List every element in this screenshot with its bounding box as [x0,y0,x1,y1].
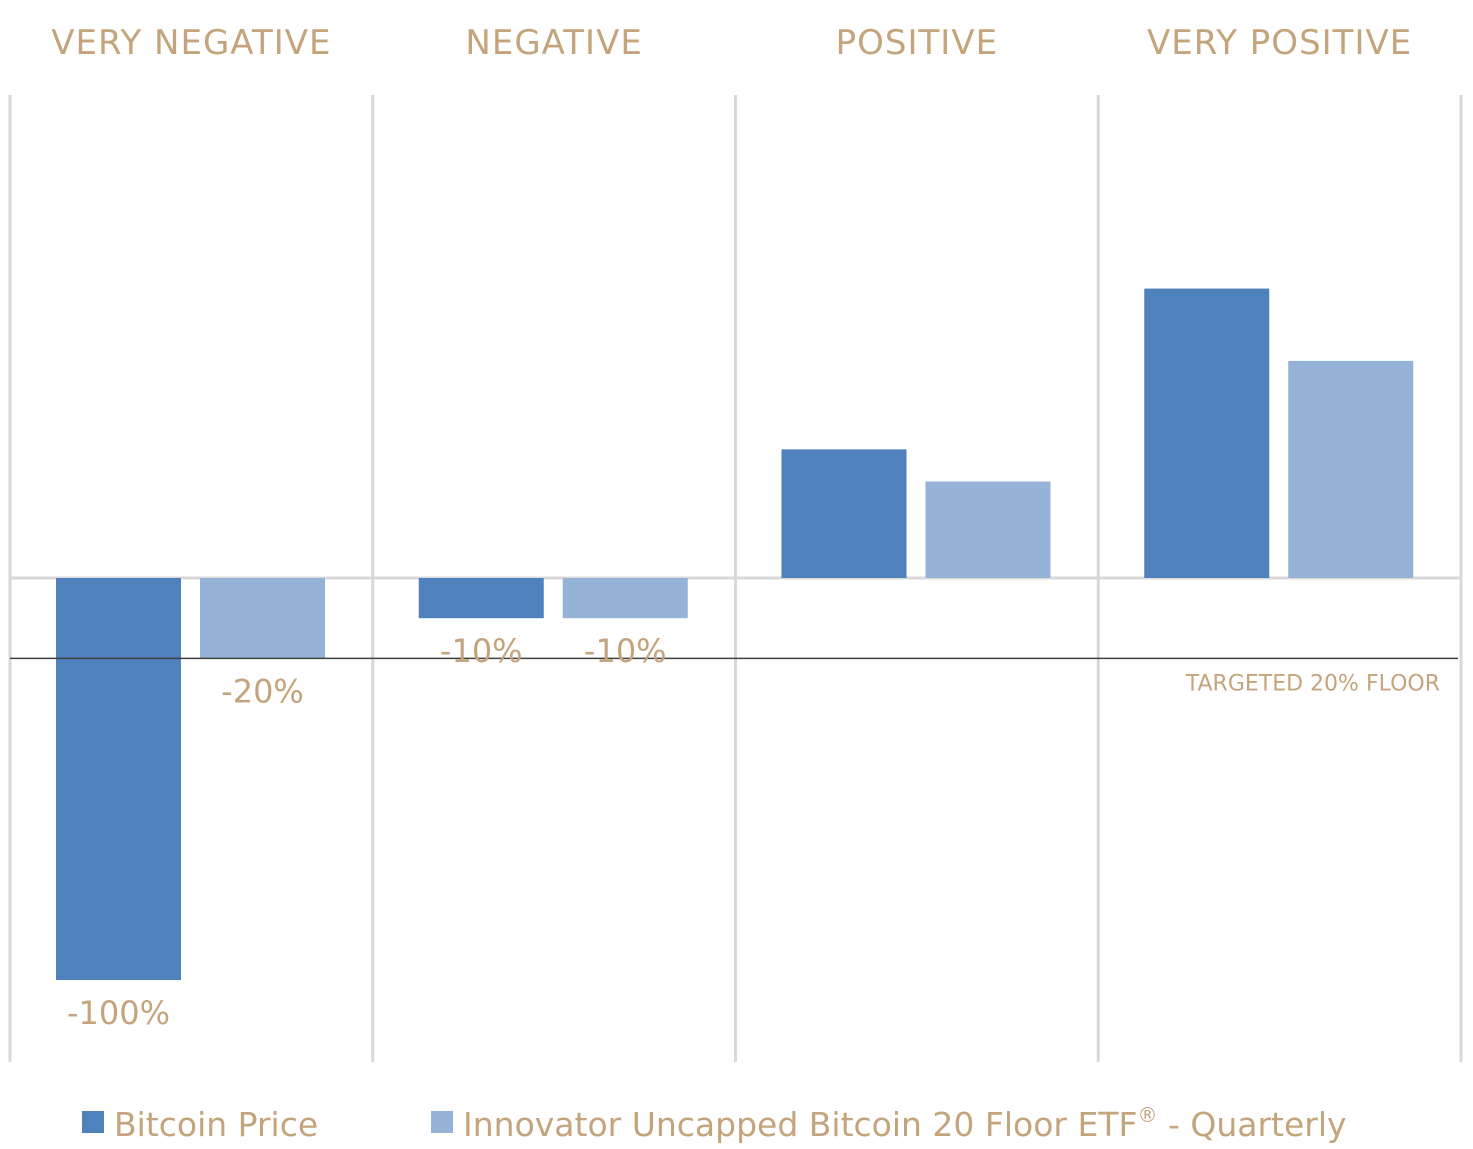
data-label-negative-series-0: -10% [440,632,523,670]
legend-label-innovator-etf-main: Innovator Uncapped Bitcoin 20 Floor ETF [463,1105,1137,1144]
legend-label-bitcoin-price: Bitcoin Price [114,1105,318,1144]
bar-positive-series-0 [781,449,907,578]
data-label-very-negative-series-0: -100% [67,994,170,1032]
floor-reference: TARGETED 20% FLOOR [10,657,1458,696]
category-labels: VERY NEGATIVE NEGATIVE POSITIVE VERY POSITI… [51,23,1412,63]
bar-very-positive-series-1 [1288,360,1414,578]
bars [56,288,1414,980]
bar-negative-series-1 [562,578,688,619]
bar-negative-series-0 [418,578,544,619]
bar-very-positive-series-0 [1144,288,1270,578]
floor-label: TARGETED 20% FLOOR [1185,671,1440,696]
category-label-positive: POSITIVE [836,23,998,63]
data-labels: -100% -10% -20% -10% [67,632,667,1032]
bar-very-negative-series-1 [200,578,325,659]
category-label-very-positive: VERY POSITIVE [1147,23,1412,63]
legend-label-innovator-etf-suffix: - Quarterly [1157,1105,1346,1144]
data-label-very-negative-series-1: -20% [221,672,304,710]
legend: Bitcoin Price Innovator Uncapped Bitcoin… [82,1103,1347,1144]
legend-label-innovator-etf: Innovator Uncapped Bitcoin 20 Floor ETF®… [463,1103,1347,1144]
bar-positive-series-1 [925,481,1051,578]
data-label-negative-series-1: -10% [584,632,667,670]
legend-label-innovator-etf-registered-mark: ® [1137,1103,1157,1127]
category-label-negative: NEGATIVE [465,23,642,63]
bar-very-negative-series-0 [56,578,181,980]
category-label-very-negative: VERY NEGATIVE [51,23,331,63]
legend-swatch-innovator-etf [431,1111,453,1133]
legend-swatch-bitcoin-price [82,1111,104,1133]
